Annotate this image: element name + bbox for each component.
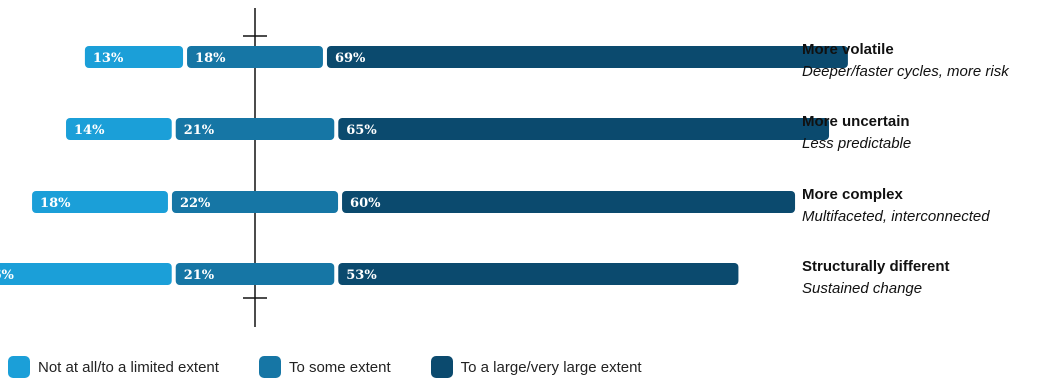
category-labels: More volatile Deeper/faster cycles, more …	[802, 41, 1010, 297]
bar-value-label: 13%	[93, 51, 124, 66]
legend-label: Not at all/to a limited extent	[38, 358, 219, 376]
bar-segment	[338, 118, 830, 140]
bar-segment	[342, 191, 796, 213]
category-subtitle: Multifaceted, interconnected	[802, 208, 990, 225]
legend-item: To some extent	[258, 356, 391, 378]
bar-value-label: 22%	[180, 196, 211, 211]
bar-value-label: 60%	[350, 196, 381, 211]
category-subtitle: Less predictable	[802, 135, 911, 152]
bar-value-label: 21%	[184, 123, 215, 138]
bar-value-label: 18%	[40, 196, 71, 211]
bar-segment	[338, 263, 739, 285]
bar-segment	[0, 263, 172, 285]
bar-segment	[175, 263, 335, 285]
legend-swatch	[430, 356, 453, 378]
category-title: More complex	[802, 186, 904, 203]
bar-value-label: 26%	[0, 268, 15, 283]
legend-swatch	[258, 356, 281, 378]
legend: Not at all/to a limited extent To some ex…	[8, 355, 682, 379]
category-subtitle: Sustained change	[802, 280, 922, 297]
bar-value-label: 65%	[346, 123, 377, 138]
bar-value-label: 53%	[346, 268, 377, 283]
bar-segment	[171, 191, 339, 213]
bar-segment	[187, 46, 323, 68]
bar-segment	[175, 118, 335, 140]
category-title: More volatile	[802, 41, 894, 58]
bar-value-label: 21%	[184, 268, 215, 283]
category-title: More uncertain	[802, 113, 910, 130]
bar-value-label: 69%	[335, 51, 366, 66]
legend-item: To a large/very large extent	[430, 356, 642, 378]
bar-segment	[32, 191, 168, 213]
legend-label: To some extent	[288, 358, 391, 376]
legend-item: Not at all/to a limited extent	[8, 356, 219, 378]
bar-segment	[66, 118, 172, 140]
category-title: Structurally different	[802, 258, 950, 275]
bar-value-label: 14%	[74, 123, 105, 138]
bar-segment	[84, 46, 184, 68]
bar-value-label: 18%	[195, 51, 226, 66]
bars-group: 13% 18% 69% 14% 21% 65% 18% 22% 60% 26% 21% 53%	[0, 46, 848, 285]
chart-canvas: 13% 18% 69% 14% 21% 65% 18% 22% 60% 26% 21% 53% Mor…	[0, 8, 1010, 327]
legend-swatch	[8, 356, 30, 378]
category-subtitle: Deeper/faster cycles, more risk	[802, 63, 1010, 80]
legend-label: To a large/very large extent	[460, 358, 642, 376]
bar-segment	[326, 46, 848, 68]
